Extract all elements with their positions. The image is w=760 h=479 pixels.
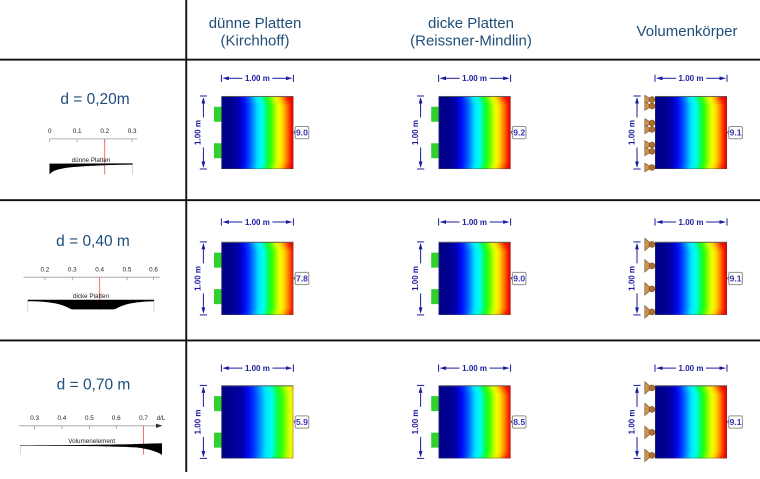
svg-text:1.00 m: 1.00 m xyxy=(679,364,704,373)
svg-text:1.00 m: 1.00 m xyxy=(462,74,487,83)
svg-text:9.1: 9.1 xyxy=(730,128,742,138)
svg-text:9.1: 9.1 xyxy=(730,417,742,427)
svg-text:dünne Platten: dünne Platten xyxy=(72,157,111,164)
svg-text:0.3: 0.3 xyxy=(30,415,39,422)
svg-text:0.4: 0.4 xyxy=(95,267,104,274)
svg-text:0: 0 xyxy=(48,128,52,135)
svg-text:1.00 m: 1.00 m xyxy=(627,120,636,145)
svg-text:1.00 m: 1.00 m xyxy=(462,364,487,373)
svg-text:0.5: 0.5 xyxy=(123,267,132,274)
svg-text:d = 0,40 m: d = 0,40 m xyxy=(56,233,130,250)
svg-text:1.00 m: 1.00 m xyxy=(627,409,636,434)
svg-text:1.00 m: 1.00 m xyxy=(411,120,420,145)
svg-text:dünne Platten: dünne Platten xyxy=(209,15,302,32)
svg-text:0.5: 0.5 xyxy=(85,415,94,422)
svg-text:0.1: 0.1 xyxy=(73,128,82,135)
svg-text:d = 0,20m: d = 0,20m xyxy=(60,91,129,108)
svg-text:0.3: 0.3 xyxy=(68,267,77,274)
svg-text:d = 0,70 m: d = 0,70 m xyxy=(57,377,131,394)
svg-text:1.00 m: 1.00 m xyxy=(194,409,203,434)
svg-text:9.0: 9.0 xyxy=(513,274,525,284)
svg-text:9.1: 9.1 xyxy=(730,274,742,284)
svg-text:1.00 m: 1.00 m xyxy=(245,74,270,83)
svg-text:9.0: 9.0 xyxy=(296,128,308,138)
svg-text:7.8: 7.8 xyxy=(296,274,308,284)
svg-text:1.00 m: 1.00 m xyxy=(627,266,636,291)
svg-text:0.3: 0.3 xyxy=(128,128,137,135)
svg-text:dicke Platten: dicke Platten xyxy=(73,293,110,300)
svg-text:8.5: 8.5 xyxy=(513,417,525,427)
svg-text:1.00 m: 1.00 m xyxy=(245,218,270,227)
svg-text:1.00 m: 1.00 m xyxy=(679,74,704,83)
svg-text:1.00 m: 1.00 m xyxy=(194,120,203,145)
svg-text:d/L: d/L xyxy=(157,415,166,422)
svg-text:0.4: 0.4 xyxy=(58,415,67,422)
svg-text:0.6: 0.6 xyxy=(149,267,158,274)
svg-text:1.00 m: 1.00 m xyxy=(679,218,704,227)
svg-text:5.9: 5.9 xyxy=(296,417,308,427)
svg-text:(Reissner-Mindlin): (Reissner-Mindlin) xyxy=(410,33,532,50)
svg-text:1.00 m: 1.00 m xyxy=(462,218,487,227)
svg-text:1.00 m: 1.00 m xyxy=(245,364,270,373)
svg-text:1.00 m: 1.00 m xyxy=(194,266,203,291)
svg-text:0.2: 0.2 xyxy=(41,267,50,274)
svg-text:0.7: 0.7 xyxy=(139,415,148,422)
svg-text:Volumenelement: Volumenelement xyxy=(68,438,115,445)
svg-text:9.2: 9.2 xyxy=(513,128,525,138)
svg-text:dicke Platten: dicke Platten xyxy=(428,15,514,32)
svg-text:Volumenkörper: Volumenkörper xyxy=(637,23,738,40)
svg-text:(Kirchhoff): (Kirchhoff) xyxy=(221,33,290,50)
svg-text:1.00 m: 1.00 m xyxy=(411,409,420,434)
svg-text:1.00 m: 1.00 m xyxy=(411,266,420,291)
svg-text:0.2: 0.2 xyxy=(100,128,109,135)
svg-text:0.6: 0.6 xyxy=(112,415,121,422)
